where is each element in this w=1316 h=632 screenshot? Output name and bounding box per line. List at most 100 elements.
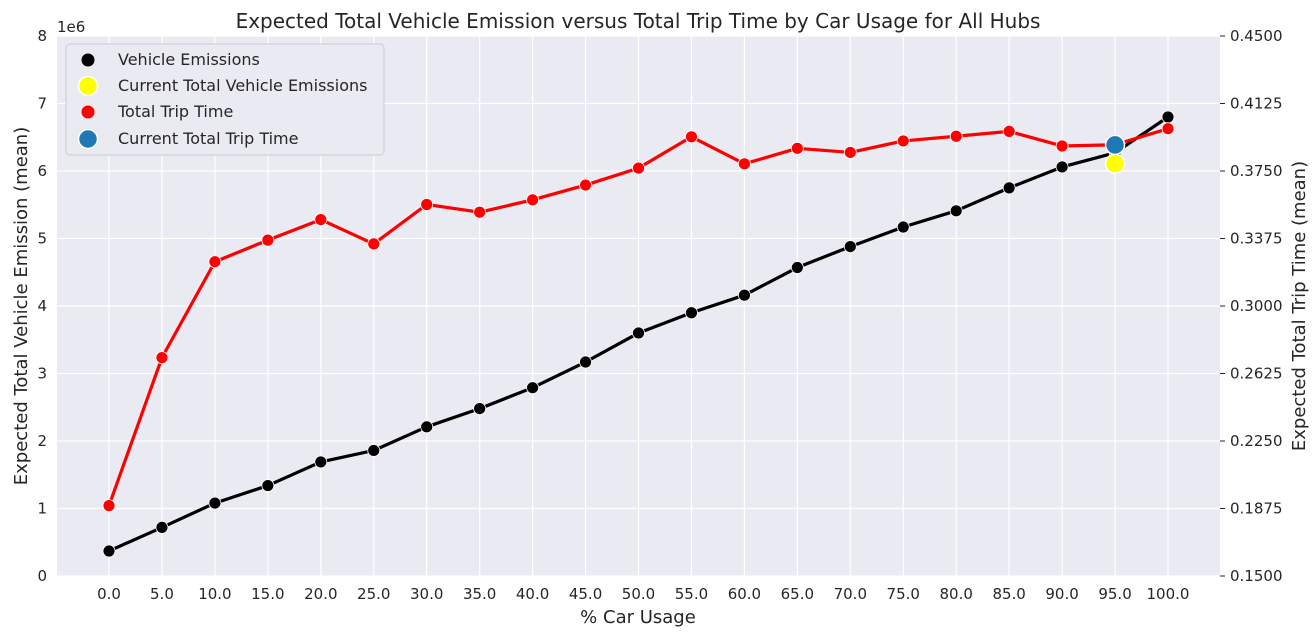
y-left-tick-label: 5	[37, 230, 47, 248]
x-tick-label: 50.0	[622, 585, 655, 603]
total-trip-time-point	[579, 178, 592, 192]
legend-box	[65, 43, 385, 156]
legend-marker-current-trip-time	[77, 128, 99, 150]
total-trip-time-point	[738, 157, 751, 171]
vehicle-emissions-point	[896, 220, 910, 234]
y-left-tick-label: 8	[37, 27, 47, 45]
x-tick-label: 85.0	[992, 585, 1025, 603]
y-right-tick-label: 0.4125	[1230, 95, 1283, 113]
x-tick-label: 5.0	[150, 585, 174, 603]
vehicle-emissions-point	[790, 261, 804, 274]
x-tick-label: 100.0	[1147, 585, 1190, 603]
total-trip-time-point	[1161, 122, 1175, 136]
y-left-tick-label: 0	[37, 567, 47, 585]
vehicle-emissions-point	[949, 204, 963, 218]
total-trip-time-point	[1055, 139, 1069, 153]
ticks-layer: 0 1 2 3 4 5 6 7 8 0.1500 0.1875 0.2250 0.2625 0.3000 0…	[37, 27, 1282, 603]
x-tick-label: 35.0	[463, 585, 496, 603]
vehicle-emissions-point	[208, 496, 222, 510]
x-tick-label: 0.0	[97, 585, 121, 603]
total-trip-time-point	[420, 198, 434, 211]
x-tick-label: 45.0	[569, 585, 602, 603]
total-trip-time-point	[843, 146, 857, 159]
x-tick-label: 20.0	[304, 585, 337, 603]
x-tick-label: 15.0	[251, 585, 284, 603]
total-trip-time-point	[632, 161, 645, 175]
vehicle-emissions-point	[1161, 110, 1175, 124]
total-trip-time-point	[261, 233, 275, 247]
total-trip-time-point	[208, 255, 222, 269]
vehicle-emissions-point	[843, 240, 857, 254]
total-trip-time-point	[790, 141, 804, 155]
total-trip-time-point	[949, 129, 963, 143]
current-total-trip-time-marker	[1104, 134, 1126, 156]
vehicle-emissions-point	[420, 420, 434, 434]
x-tick-label: 90.0	[1045, 585, 1078, 603]
legend-marker-vehicle-emissions	[81, 53, 95, 67]
y-right-tick-label: 0.4500	[1230, 27, 1283, 45]
y-axis-left-label: Expected Total Vehicle Emission (mean)	[11, 127, 32, 485]
legend: Vehicle Emissions Current Total Vehicle …	[65, 43, 385, 156]
x-tick-label: 30.0	[410, 585, 443, 603]
total-trip-time-point	[102, 499, 116, 513]
vehicle-emissions-point	[1002, 181, 1016, 195]
y-right-tick-label: 0.1875	[1230, 500, 1283, 518]
vehicle-emissions-point	[579, 355, 592, 369]
y-left-tick-label: 6	[37, 162, 47, 180]
total-trip-time-point	[896, 134, 910, 148]
chart-title: Expected Total Vehicle Emission versus T…	[236, 9, 1041, 33]
total-trip-time-point	[1002, 124, 1016, 138]
y-right-tick-label: 0.2625	[1230, 365, 1283, 383]
x-tick-label: 60.0	[728, 585, 761, 603]
y-right-tick-label: 0.3375	[1230, 230, 1283, 248]
y-left-tick-label: 1	[37, 500, 47, 518]
y-right-tick-label: 0.2250	[1230, 432, 1283, 450]
vehicle-emissions-point	[685, 306, 698, 320]
x-tick-label: 40.0	[516, 585, 549, 603]
x-tick-label: 55.0	[675, 585, 708, 603]
total-trip-time-point	[367, 237, 381, 251]
y-left-tick-label: 2	[37, 432, 47, 450]
vehicle-emissions-point	[632, 326, 645, 340]
legend-marker-trip-time	[81, 105, 95, 119]
y-right-tick-label: 0.3750	[1230, 162, 1283, 180]
vehicle-emissions-point	[155, 521, 169, 534]
y-axis-left-offset: 1e6	[57, 18, 85, 36]
x-tick-label: 10.0	[198, 585, 231, 603]
y-left-tick-label: 4	[37, 297, 47, 315]
vehicle-emissions-point	[1055, 160, 1069, 174]
y-axis-right-label: Expected Total Trip Time (mean)	[1289, 161, 1310, 451]
x-tick-label: 25.0	[357, 585, 390, 603]
y-left-tick-label: 7	[37, 95, 47, 113]
vehicle-emissions-point	[526, 381, 539, 395]
vehicle-emissions-point	[102, 544, 116, 558]
y-right-tick-label: 0.3000	[1230, 297, 1283, 315]
vehicle-emissions-point	[367, 444, 381, 457]
legend-label-trip-time: Total Trip Time	[117, 102, 233, 121]
total-trip-time-point	[685, 130, 698, 144]
x-tick-label: 70.0	[834, 585, 867, 603]
total-trip-time-point	[526, 193, 539, 207]
legend-label-current-emissions: Current Total Vehicle Emissions	[118, 76, 367, 95]
legend-label-current-trip-time: Current Total Trip Time	[118, 129, 298, 148]
vehicle-emissions-point	[473, 402, 487, 416]
vehicle-emissions-point	[314, 455, 328, 469]
legend-marker-current-emissions	[77, 75, 99, 97]
x-tick-label: 80.0	[939, 585, 972, 603]
series-layer	[102, 110, 1175, 558]
total-trip-time-point	[155, 351, 169, 365]
x-tick-label: 65.0	[781, 585, 814, 603]
vehicle-emissions-point	[261, 479, 275, 492]
legend-label-vehicle-emissions: Vehicle Emissions	[118, 50, 260, 69]
x-tick-label: 95.0	[1098, 585, 1131, 603]
y-right-tick-label: 0.1500	[1230, 567, 1283, 585]
total-trip-time-point	[314, 213, 328, 227]
y-left-tick-label: 3	[37, 365, 47, 383]
total-trip-time-point	[473, 205, 487, 219]
x-tick-label: 75.0	[887, 585, 920, 603]
x-axis-label: % Car Usage	[580, 607, 696, 627]
vehicle-emissions-point	[738, 288, 751, 302]
current-total-vehicle-emissions-marker	[1104, 153, 1126, 174]
